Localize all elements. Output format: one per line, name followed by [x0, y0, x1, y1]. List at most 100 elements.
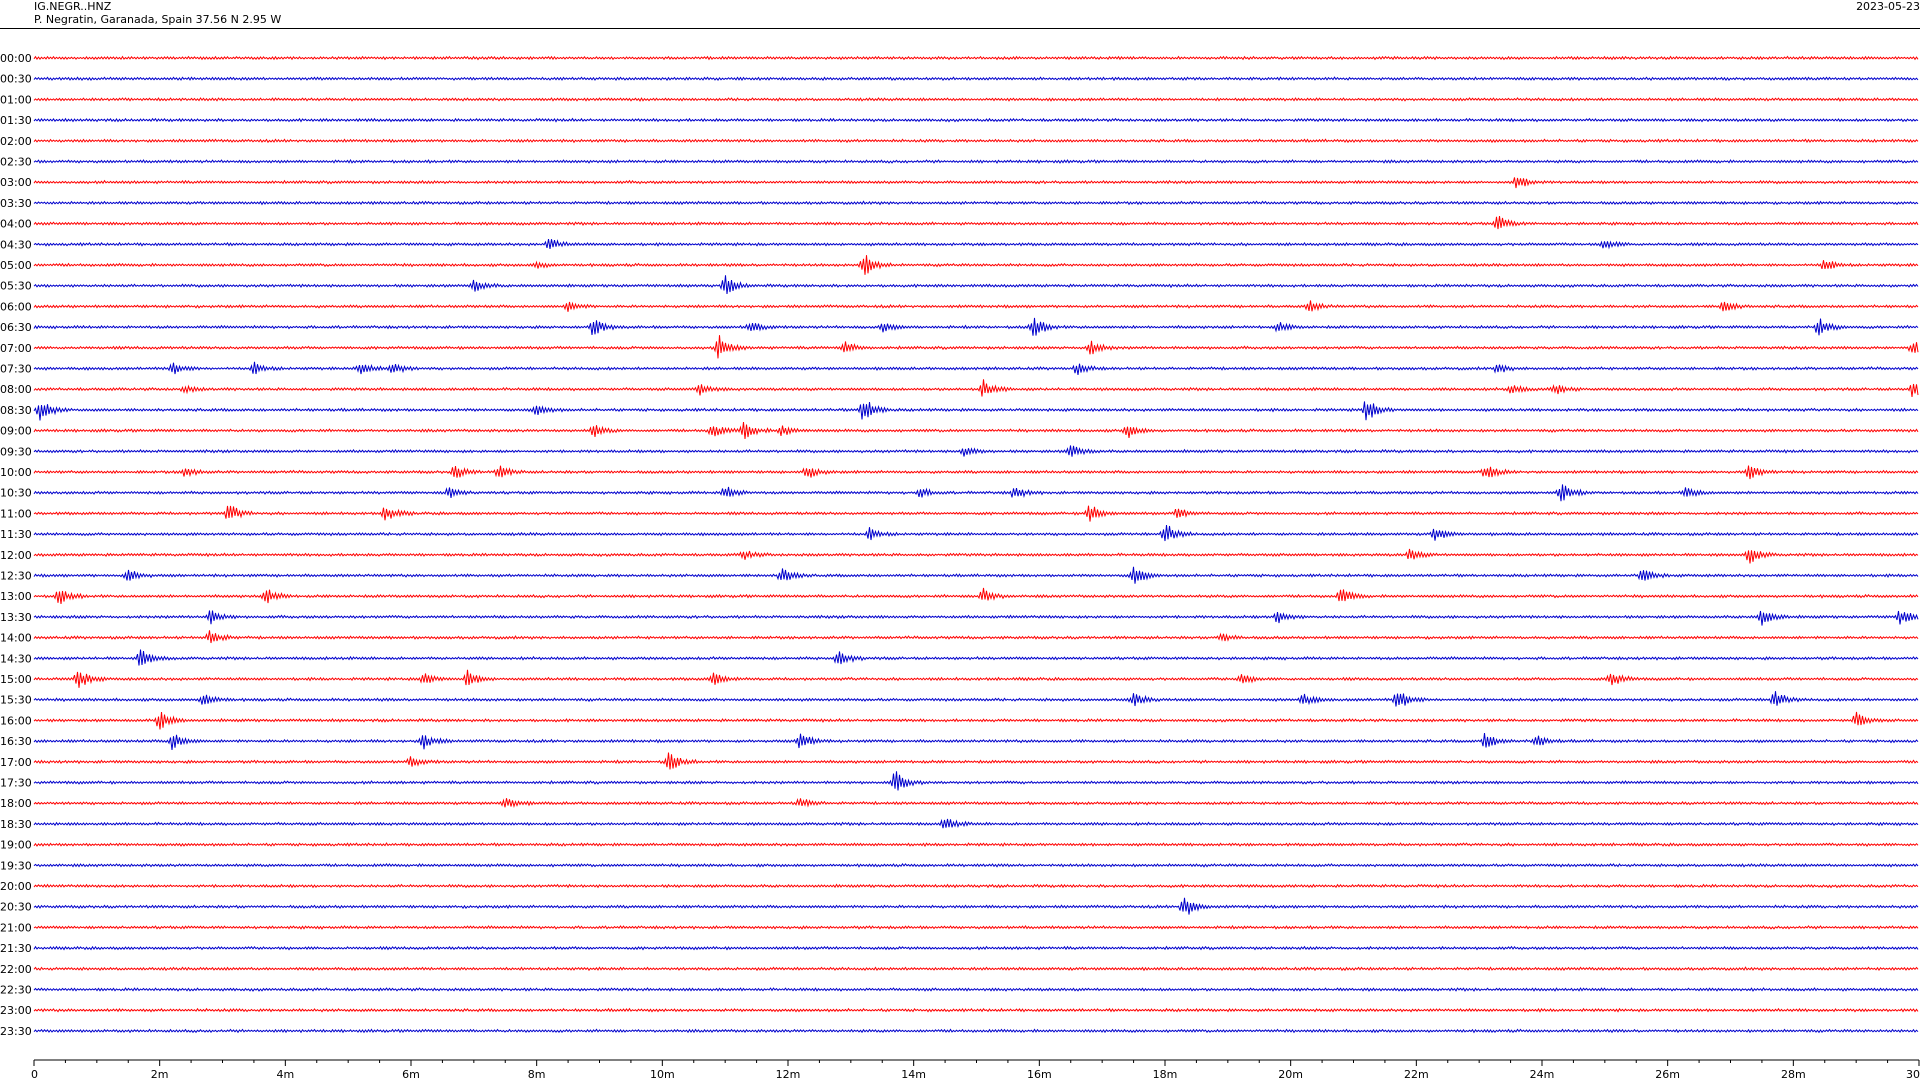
- trace-1200: [33, 548, 1919, 564]
- row-label: 19:00: [0, 839, 32, 852]
- row-label: 14:00: [0, 632, 32, 645]
- x-tick-label: 12m: [776, 1068, 801, 1080]
- trace-1100: [33, 505, 1919, 522]
- row-label: 18:30: [0, 818, 32, 831]
- trace-0800: [33, 379, 1919, 397]
- trace-group: [33, 55, 1919, 1034]
- trace-1730: [33, 771, 1919, 791]
- row-label: 10:30: [0, 487, 32, 500]
- trace-0300: [33, 177, 1919, 189]
- x-tick-label: 14m: [901, 1068, 926, 1080]
- x-tick-label: 28m: [1781, 1068, 1806, 1080]
- trace-0130: [33, 117, 1919, 123]
- row-label: 12:00: [0, 549, 32, 562]
- trace-0830: [33, 401, 1919, 421]
- row-label: 07:30: [0, 363, 32, 376]
- trace-2300: [33, 1007, 1919, 1013]
- row-label: 12:30: [0, 570, 32, 583]
- station-code: IG.NEGR..HNZ: [34, 0, 112, 13]
- row-label: 04:30: [0, 238, 32, 251]
- trace-2330: [33, 1028, 1919, 1034]
- x-tick-label: 30: [1906, 1068, 1920, 1080]
- trace-1800: [33, 798, 1919, 808]
- trace-1230: [33, 566, 1919, 584]
- row-label: 05:30: [0, 280, 32, 293]
- row-label: 15:30: [0, 694, 32, 707]
- row-label: 01:30: [0, 114, 32, 127]
- trace-1530: [33, 691, 1919, 707]
- header-divider: [0, 28, 1920, 29]
- trace-0600: [33, 300, 1919, 312]
- trace-0530: [33, 275, 1919, 295]
- trace-0330: [33, 200, 1919, 206]
- row-label: 16:00: [0, 714, 32, 727]
- row-label: 13:30: [0, 611, 32, 624]
- trace-0400: [33, 216, 1919, 230]
- trace-1330: [33, 610, 1919, 626]
- trace-1830: [33, 818, 1919, 829]
- trace-0500: [33, 255, 1919, 275]
- row-label: 13:00: [0, 590, 32, 603]
- trace-1500: [33, 669, 1919, 688]
- time-axis: 0 2m 4m 6m 8m 10m 12m 14m 16m 18m 20m 22m 24m 26m 28m 3…: [31, 1059, 1920, 1080]
- x-tick-label: 20m: [1278, 1068, 1303, 1080]
- trace-2000: [33, 883, 1919, 889]
- record-date: 2023-05-23: [1856, 0, 1920, 13]
- row-label-group: 00:00 00:30 01:00 01:30 02:00 02:30 03:00 03:30…: [0, 52, 32, 1038]
- trace-1930: [33, 862, 1919, 868]
- trace-1300: [33, 587, 1919, 605]
- trace-2230: [33, 987, 1919, 992]
- row-label: 07:00: [0, 342, 32, 355]
- row-label: 09:30: [0, 445, 32, 458]
- row-label: 19:30: [0, 859, 32, 872]
- row-label: 00:00: [0, 52, 32, 65]
- row-label: 08:30: [0, 404, 32, 417]
- trace-0200: [33, 138, 1919, 144]
- trace-0930: [33, 445, 1919, 457]
- x-tick-label: 2m: [151, 1068, 169, 1080]
- row-label: 21:30: [0, 942, 32, 955]
- trace-1630: [33, 733, 1919, 751]
- row-label: 11:30: [0, 528, 32, 541]
- x-tick-label: 22m: [1404, 1068, 1429, 1080]
- x-tick-label: 18m: [1153, 1068, 1178, 1080]
- trace-2030: [33, 897, 1919, 915]
- x-tick-label: 16m: [1027, 1068, 1052, 1080]
- x-tick-label: 0: [31, 1068, 38, 1080]
- trace-1000: [33, 465, 1919, 480]
- row-label: 03:30: [0, 197, 32, 210]
- trace-0730: [33, 361, 1919, 375]
- trace-1130: [33, 524, 1919, 542]
- row-label: 02:00: [0, 135, 32, 148]
- trace-1430: [33, 649, 1919, 666]
- trace-1400: [33, 630, 1919, 644]
- x-tick-label: 6m: [402, 1068, 420, 1080]
- row-label: 04:00: [0, 218, 32, 231]
- row-label: 10:00: [0, 466, 32, 479]
- row-label: 05:00: [0, 259, 32, 272]
- trace-0430: [33, 239, 1919, 250]
- row-label: 18:00: [0, 797, 32, 810]
- row-label: 03:00: [0, 176, 32, 189]
- row-label: 06:30: [0, 321, 32, 334]
- trace-1600: [33, 711, 1919, 730]
- row-label: 16:30: [0, 735, 32, 748]
- trace-1030: [33, 484, 1919, 502]
- trace-0700: [33, 335, 1919, 359]
- row-label: 09:00: [0, 425, 32, 438]
- trace-2130: [33, 945, 1919, 951]
- row-label: 23:30: [0, 1025, 32, 1038]
- row-label: 01:00: [0, 93, 32, 106]
- station-location: P. Negratin, Garanada, Spain 37.56 N 2.9…: [34, 13, 282, 26]
- trace-1900: [33, 842, 1919, 848]
- trace-0630: [33, 317, 1919, 336]
- row-label: 17:30: [0, 777, 32, 790]
- trace-0230: [33, 158, 1919, 164]
- row-label: 21:00: [0, 921, 32, 934]
- row-label: 22:30: [0, 984, 32, 997]
- row-label: 17:00: [0, 756, 32, 769]
- row-label: 14:30: [0, 652, 32, 665]
- row-label: 23:00: [0, 1004, 32, 1017]
- row-label: 20:00: [0, 880, 32, 893]
- row-label: 15:00: [0, 673, 32, 686]
